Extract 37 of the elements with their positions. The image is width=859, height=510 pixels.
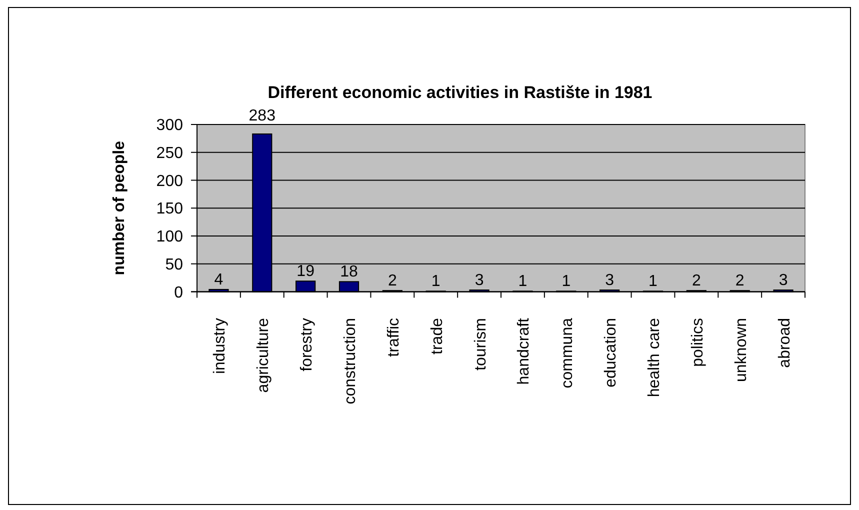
data-label: 1 bbox=[648, 273, 658, 290]
chart-title: Different economic activities in Rastište in 1981 bbox=[268, 83, 652, 102]
x-tick-label: trade bbox=[428, 318, 446, 354]
x-tick-label: traffic bbox=[385, 318, 402, 357]
x-tick-label: education bbox=[602, 318, 620, 388]
x-tick-label: forestry bbox=[298, 318, 316, 372]
data-label: 283 bbox=[248, 108, 276, 124]
data-label: 1 bbox=[518, 273, 528, 290]
x-tick-label: communa bbox=[559, 318, 576, 388]
x-tick-label: tourism bbox=[472, 318, 490, 370]
y-tick-label: 0 bbox=[174, 284, 184, 302]
y-tick-label: 300 bbox=[156, 117, 184, 134]
x-tick-label: politics bbox=[689, 318, 706, 367]
data-label: 2 bbox=[388, 272, 397, 290]
y-axis-title: number of people bbox=[111, 140, 128, 276]
x-tick-label: unknown bbox=[732, 318, 750, 382]
data-label: 19 bbox=[296, 263, 315, 280]
x-tick-label: construction bbox=[342, 318, 359, 404]
x-tick-label: agriculture bbox=[255, 318, 272, 393]
data-label: 3 bbox=[605, 272, 614, 290]
y-tick-label: 50 bbox=[165, 256, 184, 274]
data-label: 1 bbox=[562, 273, 571, 290]
x-tick-label: health care bbox=[646, 318, 663, 398]
data-label: 4 bbox=[214, 271, 224, 288]
x-tick-label: industry bbox=[212, 318, 229, 374]
y-tick-label: 100 bbox=[156, 228, 184, 246]
x-tick-label: handcraft bbox=[516, 317, 533, 385]
data-label: 2 bbox=[735, 272, 744, 290]
data-label: 18 bbox=[340, 264, 358, 281]
data-label: 3 bbox=[778, 272, 788, 290]
y-tick-label: 200 bbox=[156, 172, 184, 190]
x-tick-label: abroad bbox=[776, 318, 794, 368]
data-label: 1 bbox=[431, 273, 440, 290]
data-label: 3 bbox=[474, 272, 484, 290]
data-label: 2 bbox=[692, 272, 701, 290]
y-tick-label: 150 bbox=[156, 200, 184, 218]
y-tick-label: 250 bbox=[156, 144, 184, 162]
